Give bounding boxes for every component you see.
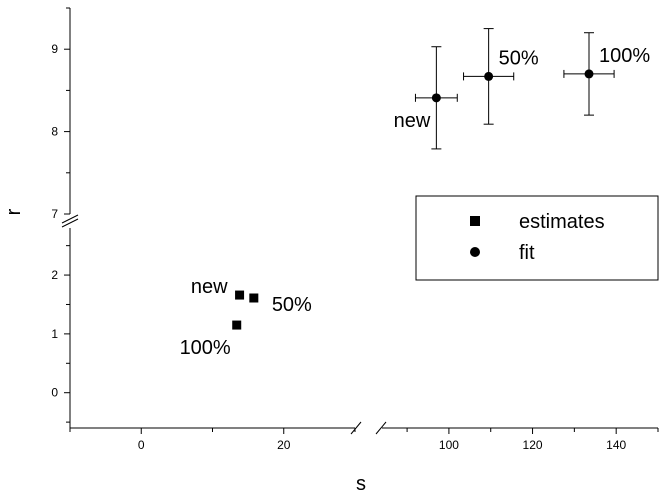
y-tick-label: 7	[51, 207, 58, 221]
y-axis-break-mark	[61, 214, 79, 224]
point-annotation: 100%	[599, 45, 650, 67]
y-tick-label: 0	[51, 386, 58, 400]
point-annotation: 50%	[499, 47, 539, 69]
x-tick-label: 20	[277, 438, 291, 452]
point-annotation: 100%	[180, 337, 231, 359]
x-axis-break-mark	[350, 421, 362, 435]
y-axis-title: r	[3, 208, 25, 215]
data-marks	[232, 69, 594, 330]
annotations: new 50% 100% new 50% 100%	[180, 45, 651, 359]
y-tick-label: 9	[51, 42, 58, 56]
x-tick-label: 120	[523, 438, 543, 452]
x-tick-label: 0	[138, 438, 145, 452]
y-tick-label: 2	[51, 268, 58, 282]
legend-marker-estimates	[470, 216, 480, 226]
legend-box	[415, 195, 659, 281]
y-axis-break-mark	[61, 218, 79, 228]
x-axis-break-mark	[375, 421, 387, 435]
point-annotation: 50%	[272, 294, 312, 316]
x-axis-title: s	[356, 473, 366, 495]
legend-marker-fit	[470, 247, 480, 257]
point-annotation: new	[191, 276, 228, 298]
data-point-circle	[584, 69, 594, 79]
legend: estimates fit	[415, 195, 659, 281]
data-point-square	[235, 290, 245, 300]
ticks: 0 20 100 120 140 0 1 2 7 8 9	[51, 7, 659, 452]
data-point-square	[249, 293, 259, 303]
data-point-circle	[431, 93, 441, 103]
x-tick-label: 100	[439, 438, 459, 452]
point-annotation: new	[394, 110, 431, 132]
legend-label-fit: fit	[519, 242, 535, 264]
y-tick-label: 8	[51, 125, 58, 139]
x-tick-label: 140	[606, 438, 626, 452]
data-point-circle	[484, 71, 494, 81]
legend-label-estimates: estimates	[519, 211, 605, 233]
data-point-square	[232, 320, 242, 330]
y-tick-label: 1	[51, 327, 58, 341]
